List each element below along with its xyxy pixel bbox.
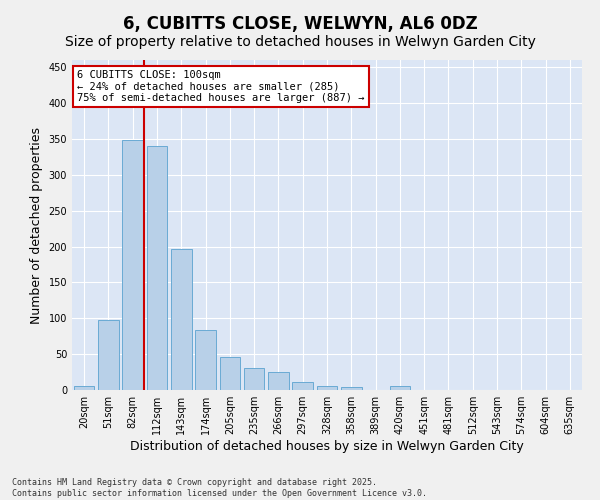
Bar	[244, 368, 265, 390]
Bar	[122, 140, 143, 390]
Bar	[74, 386, 94, 390]
Bar	[268, 372, 289, 390]
Bar	[171, 248, 191, 390]
Bar	[292, 382, 313, 390]
Y-axis label: Number of detached properties: Number of detached properties	[30, 126, 43, 324]
Bar	[341, 387, 362, 390]
Bar	[195, 330, 216, 390]
Bar	[220, 357, 240, 390]
Bar	[389, 386, 410, 390]
Text: Size of property relative to detached houses in Welwyn Garden City: Size of property relative to detached ho…	[65, 35, 535, 49]
Bar	[146, 146, 167, 390]
Text: Contains HM Land Registry data © Crown copyright and database right 2025.
Contai: Contains HM Land Registry data © Crown c…	[12, 478, 427, 498]
Bar	[98, 320, 119, 390]
Text: 6 CUBITTS CLOSE: 100sqm
← 24% of detached houses are smaller (285)
75% of semi-d: 6 CUBITTS CLOSE: 100sqm ← 24% of detache…	[77, 70, 365, 103]
Text: 6, CUBITTS CLOSE, WELWYN, AL6 0DZ: 6, CUBITTS CLOSE, WELWYN, AL6 0DZ	[122, 15, 478, 33]
Bar	[317, 386, 337, 390]
X-axis label: Distribution of detached houses by size in Welwyn Garden City: Distribution of detached houses by size …	[130, 440, 524, 453]
